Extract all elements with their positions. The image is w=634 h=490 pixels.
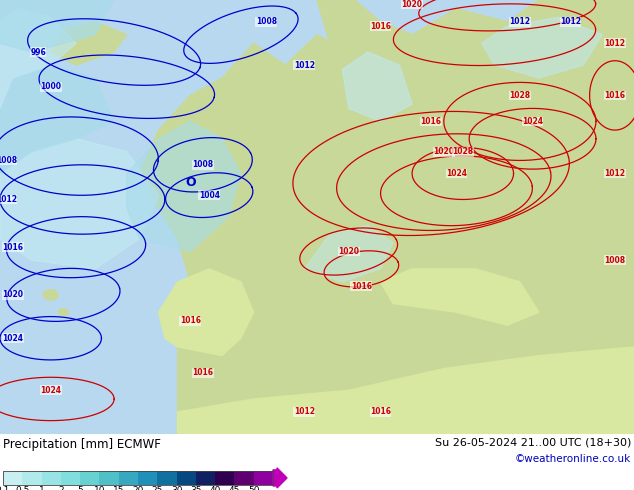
Text: 1012: 1012 [604, 169, 626, 178]
Polygon shape [482, 17, 602, 78]
Bar [157, 471, 177, 485]
Text: 1004: 1004 [198, 191, 220, 199]
Text: Precipitation [mm] ECMWF: Precipitation [mm] ECMWF [3, 438, 161, 451]
Text: 1016: 1016 [370, 408, 391, 416]
Text: 10: 10 [94, 486, 105, 490]
Polygon shape [127, 122, 241, 251]
Text: 1008: 1008 [192, 160, 214, 169]
Text: 1008: 1008 [0, 156, 17, 165]
Bar [3, 471, 22, 485]
Polygon shape [0, 0, 114, 52]
Text: 1028: 1028 [452, 147, 474, 156]
Text: 1020: 1020 [401, 0, 423, 9]
Polygon shape [304, 225, 393, 282]
Text: 0.1: 0.1 [0, 486, 10, 490]
Polygon shape [139, 0, 634, 434]
Text: 1008: 1008 [604, 256, 626, 265]
Bar [138, 471, 157, 485]
Text: 1020: 1020 [433, 147, 455, 156]
Text: 15: 15 [113, 486, 124, 490]
Text: 1024: 1024 [522, 117, 543, 126]
Text: 0.5: 0.5 [15, 486, 29, 490]
Text: 1012: 1012 [509, 17, 531, 26]
Text: 1012: 1012 [0, 195, 17, 204]
Text: 40: 40 [209, 486, 221, 490]
Text: 2: 2 [58, 486, 63, 490]
Text: 1012: 1012 [604, 39, 626, 48]
Text: 1028: 1028 [509, 91, 531, 100]
Text: 30: 30 [171, 486, 183, 490]
Polygon shape [152, 143, 178, 173]
Polygon shape [304, 0, 412, 152]
Circle shape [43, 290, 58, 300]
Polygon shape [171, 122, 203, 195]
Polygon shape [51, 22, 127, 65]
Polygon shape [178, 347, 634, 434]
Text: 1: 1 [39, 486, 44, 490]
Polygon shape [342, 52, 412, 122]
Text: 35: 35 [190, 486, 202, 490]
Text: 1016: 1016 [351, 282, 372, 291]
Bar [100, 471, 119, 485]
FancyArrow shape [273, 468, 287, 488]
Text: 5: 5 [77, 486, 83, 490]
Polygon shape [254, 251, 304, 325]
Text: 1016: 1016 [604, 91, 626, 100]
Text: 1012: 1012 [294, 408, 315, 416]
Polygon shape [317, 217, 380, 282]
Bar [80, 471, 100, 485]
Bar [61, 471, 80, 485]
Text: 50: 50 [248, 486, 259, 490]
Text: 1012: 1012 [294, 61, 315, 70]
Bar [22, 471, 42, 485]
Bar [42, 471, 61, 485]
Bar [215, 471, 235, 485]
Text: 20: 20 [133, 486, 144, 490]
Circle shape [58, 309, 68, 316]
Polygon shape [0, 9, 76, 108]
Polygon shape [158, 269, 254, 356]
Text: 1016: 1016 [420, 117, 442, 126]
Text: 1024: 1024 [40, 386, 61, 395]
Polygon shape [0, 139, 158, 269]
Text: 1016: 1016 [370, 22, 391, 30]
Text: ©weatheronline.co.uk: ©weatheronline.co.uk [515, 454, 631, 464]
Text: 1008: 1008 [256, 17, 277, 26]
Text: 1016: 1016 [2, 243, 23, 252]
Polygon shape [0, 65, 114, 173]
Text: Su 26-05-2024 21..00 UTC (18+30): Su 26-05-2024 21..00 UTC (18+30) [435, 438, 631, 448]
Bar [119, 471, 138, 485]
Text: 996: 996 [30, 48, 46, 56]
Text: O: O [185, 175, 195, 189]
Bar [254, 471, 273, 485]
Text: 1024: 1024 [446, 169, 467, 178]
Text: 1020: 1020 [2, 291, 23, 299]
Text: 45: 45 [229, 486, 240, 490]
Bar [196, 471, 215, 485]
Text: 1020: 1020 [338, 247, 359, 256]
Text: 25: 25 [152, 486, 163, 490]
Text: 1016: 1016 [192, 368, 214, 377]
Text: 1024: 1024 [2, 334, 23, 343]
Text: 1000: 1000 [40, 82, 61, 91]
Bar [177, 471, 196, 485]
Bar [3, 471, 273, 485]
Text: 1012: 1012 [560, 17, 581, 26]
Polygon shape [380, 269, 539, 325]
Bar [235, 471, 254, 485]
Text: 1016: 1016 [179, 317, 201, 325]
